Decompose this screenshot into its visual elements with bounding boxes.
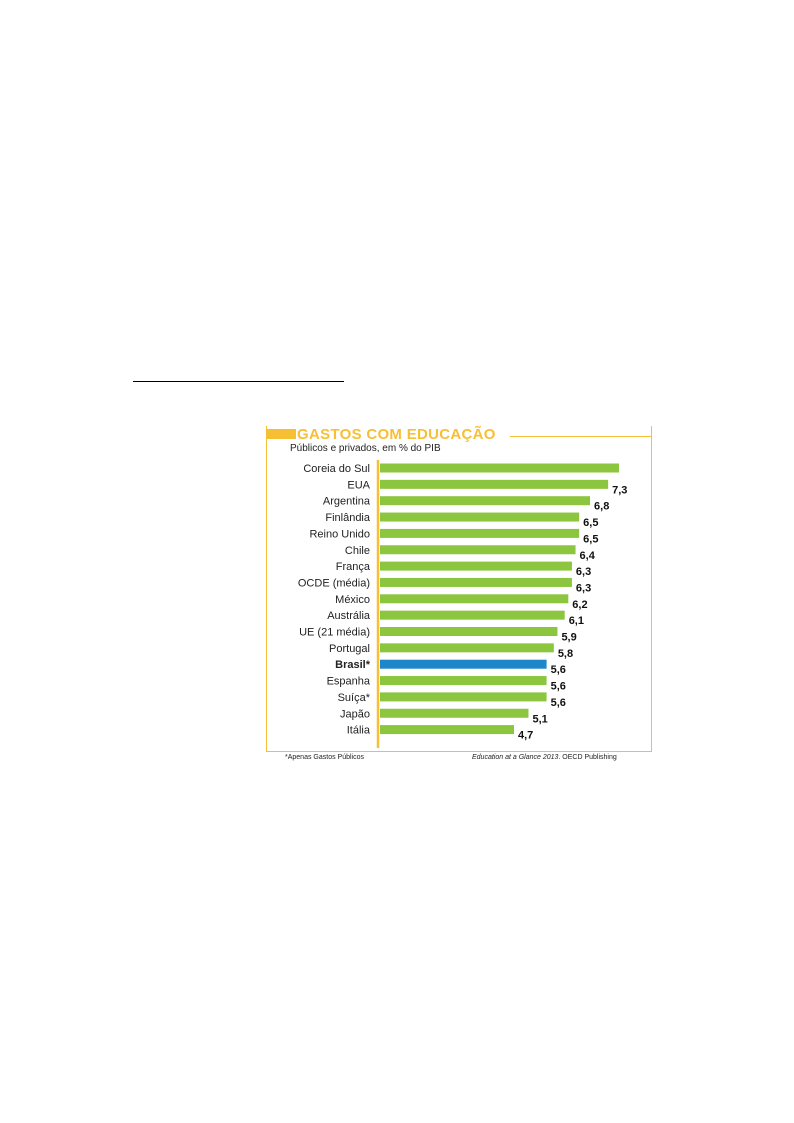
source-title: Education at a Glance 2013 [472, 754, 559, 761]
bar [380, 463, 619, 473]
category-label: OCDE (média) [298, 577, 370, 589]
category-label: Portugal [329, 643, 370, 655]
value-label: 7,3 [612, 484, 627, 496]
bar [380, 643, 554, 653]
title-rule [510, 436, 652, 437]
category-label: UE (21 média) [299, 627, 370, 639]
category-label: Espanha [327, 676, 371, 688]
category-label: Suíça* [338, 692, 371, 704]
bar [380, 479, 609, 489]
bar [380, 594, 569, 604]
chart-title: GASTOS COM EDUCAÇÃO [297, 426, 496, 443]
value-label: 6,5 [583, 533, 598, 545]
bar [380, 676, 547, 686]
category-label: Japão [340, 708, 370, 720]
bar [380, 708, 529, 718]
category-label: Reino Unido [309, 528, 370, 540]
category-label: EUA [347, 479, 370, 491]
value-label: 5,1 [532, 713, 547, 725]
value-label: 6,1 [569, 615, 584, 627]
value-label: 6,3 [576, 566, 591, 578]
source-note: Education at a Glance 2013. OECD Publish… [472, 754, 617, 761]
source-publisher: . OECD Publishing [558, 754, 617, 761]
chart-frame [266, 426, 652, 752]
category-label: Chile [345, 545, 370, 557]
footnote: *Apenas Gastos Públicos [285, 754, 364, 761]
page-rule [133, 381, 344, 382]
bar [380, 577, 572, 587]
value-label: 5,8 [558, 648, 573, 660]
value-label: 6,3 [576, 582, 591, 594]
value-label: 5,9 [561, 632, 576, 644]
bar [380, 659, 547, 669]
bar [380, 496, 591, 506]
bars-group: Coreia do Sul EUA 7,3 Argentina 6,8 Finlândia… [298, 463, 628, 742]
chart-subtitle: Públicos e privados, em % do PIB [290, 443, 441, 454]
value-label: 4,7 [518, 730, 533, 742]
value-label: 6,8 [594, 501, 609, 513]
bar [380, 512, 580, 522]
value-label: 5,6 [551, 664, 566, 676]
bar [380, 610, 565, 620]
category-label: Austrália [327, 610, 371, 622]
title-accent-block [266, 429, 296, 439]
bar [380, 725, 514, 735]
category-label: Argentina [323, 496, 371, 508]
category-label: Finlândia [325, 512, 371, 524]
bar [380, 692, 547, 702]
category-label: Coreia do Sul [303, 463, 370, 475]
bar [380, 627, 558, 636]
category-label: Itália [347, 725, 371, 737]
value-label: 6,4 [580, 550, 596, 562]
value-label: 6,2 [572, 599, 587, 611]
bar-chart: Coreia do Sul EUA 7,3 Argentina 6,8 Finlândia… [298, 460, 628, 748]
category-label: México [335, 594, 370, 606]
bar [380, 545, 576, 555]
value-label: 5,6 [551, 697, 566, 709]
value-label: 5,6 [551, 681, 566, 693]
bar [380, 528, 580, 538]
category-label: França [336, 561, 371, 573]
bar [380, 561, 572, 571]
value-label: 6,5 [583, 517, 598, 529]
category-label: Brasil* [335, 659, 371, 671]
